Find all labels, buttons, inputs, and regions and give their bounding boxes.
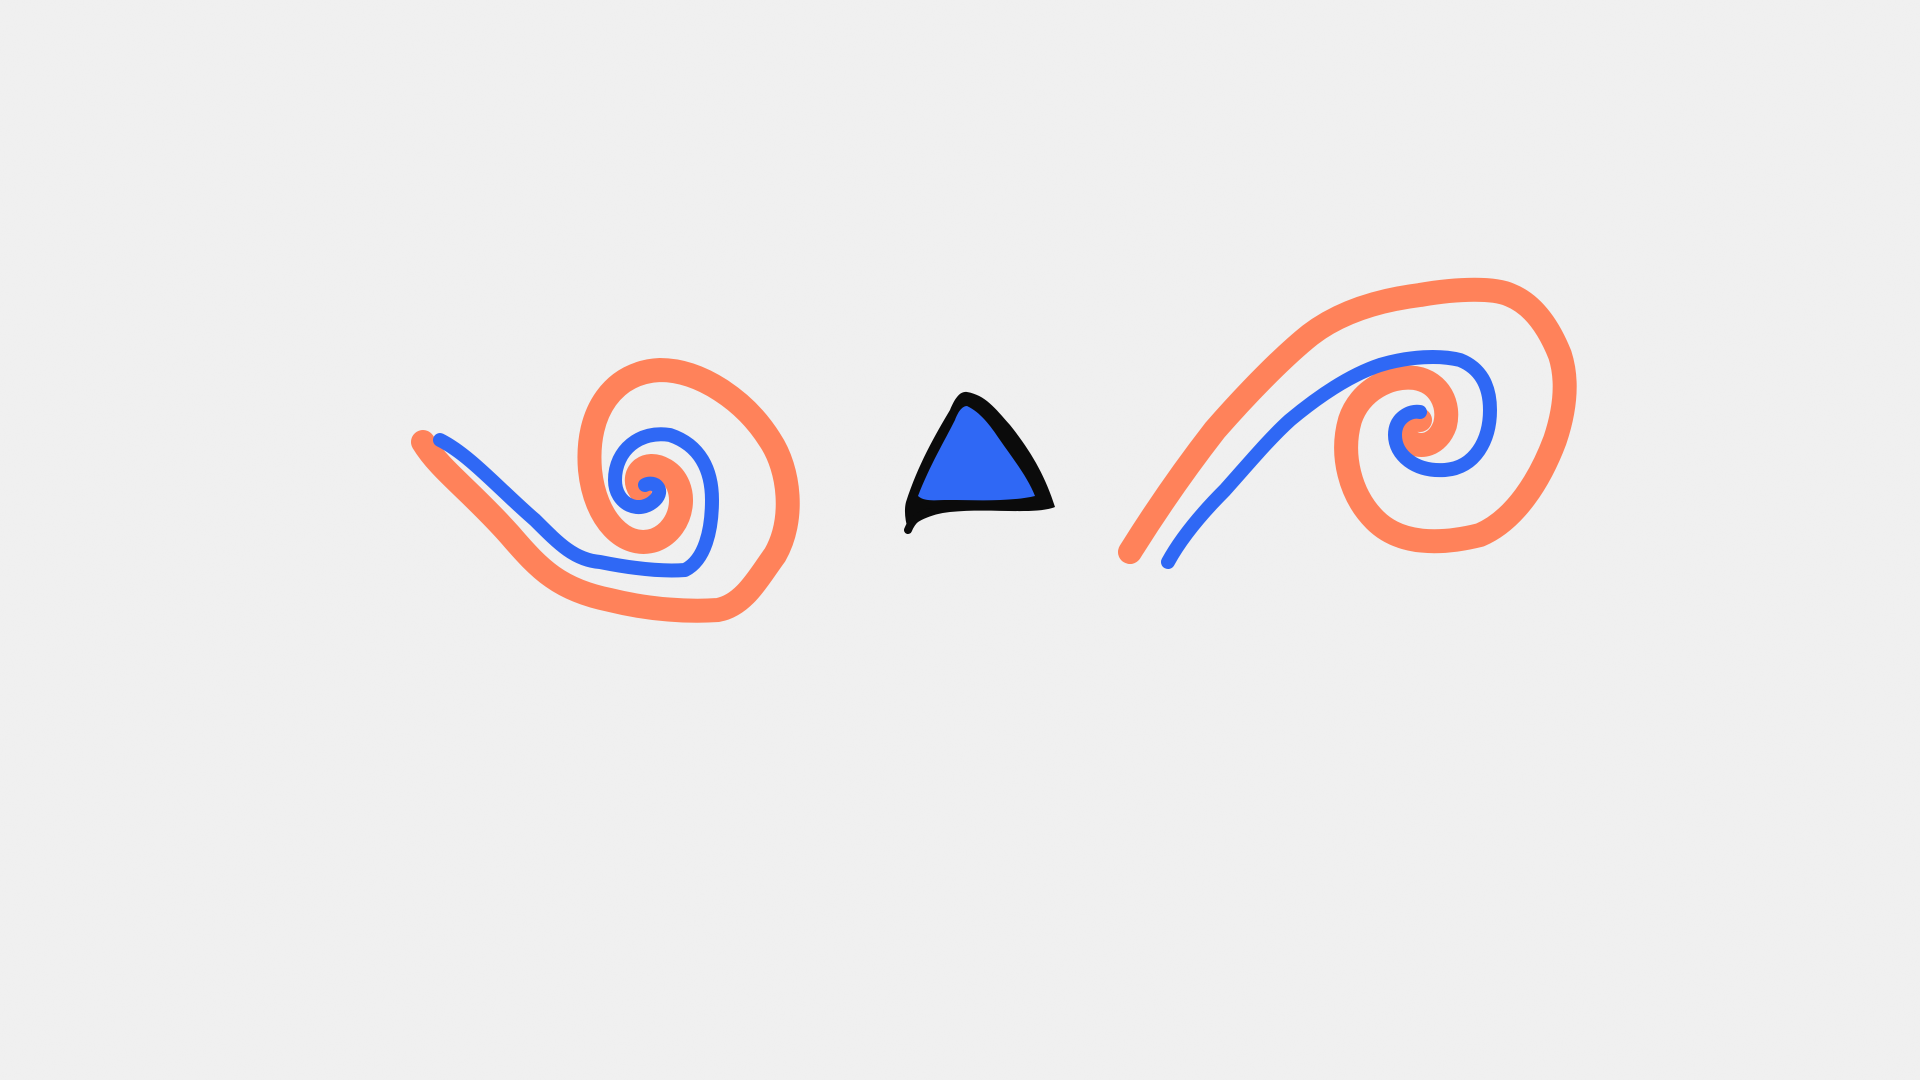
left-blue-spiral[interactable] bbox=[433, 427, 719, 578]
right-orange-spiral[interactable] bbox=[1118, 277, 1577, 564]
right-blue-spiral[interactable] bbox=[1161, 350, 1497, 569]
left-orange-spiral[interactable] bbox=[411, 358, 800, 623]
center-triangle[interactable] bbox=[904, 391, 1055, 534]
triangle-blue-fill bbox=[918, 406, 1035, 501]
triangle-ink-smudge bbox=[904, 508, 934, 534]
